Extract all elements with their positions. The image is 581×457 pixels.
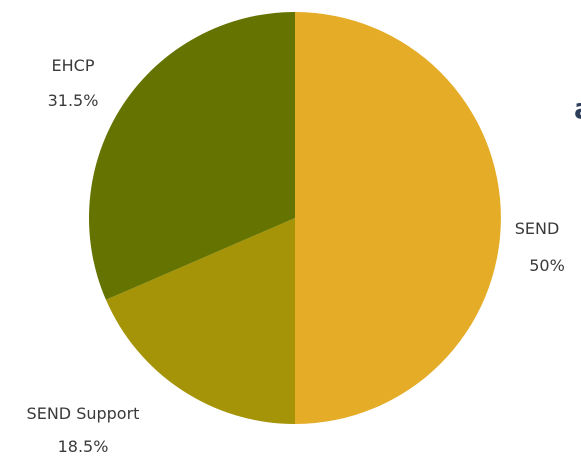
slice-label-ehcp-value: 31.5%	[48, 91, 99, 110]
slice-label-send-support-value: 18.5%	[58, 437, 109, 456]
slice-label-send-name: SEND	[515, 219, 560, 238]
clipped-text-fragment: a	[574, 92, 581, 125]
slice-label-send-value: 50%	[529, 256, 565, 275]
pie-slices	[88, 12, 501, 424]
pie-slice-ehcp	[88, 12, 295, 300]
slice-label-send-support-name: SEND Support	[27, 404, 140, 423]
pie-slice-send-support	[105, 218, 295, 424]
pie-slice-send	[295, 12, 501, 424]
slice-label-ehcp-name: EHCP	[52, 56, 95, 75]
